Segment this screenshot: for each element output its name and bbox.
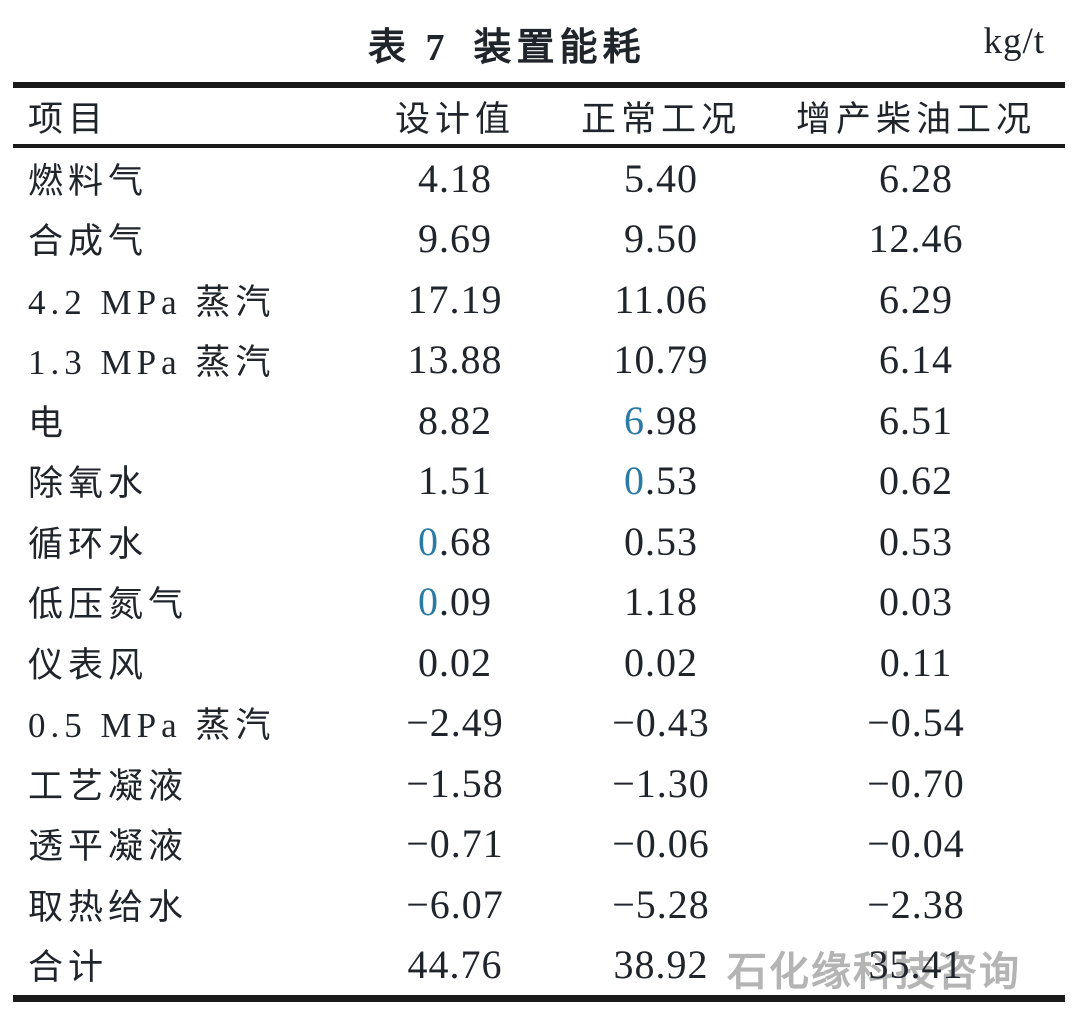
row-value-cell: −0.71 [406,821,504,867]
blue-tinted-digit: 0 [418,579,439,625]
energy-consumption-table: 项目 设计值 正常工况 增产柴油工况 燃料气 4.18 5.40 6.28 合成气 9.6… [13,82,1065,1002]
table-row: 仪表风 0.02 0.02 0.11 [13,632,1065,693]
table-body: 燃料气 4.18 5.40 6.28 合成气 9.69 9.50 12.46 4.2 MPa 蒸… [13,148,1065,995]
row-value-cell: 6.28 [879,155,953,201]
row-item-label: 1.3 MPa 蒸汽 [28,343,276,383]
header-design: 设计值 [394,99,515,139]
row-item-label: 循环水 [28,524,149,564]
row-value-cell: 6.14 [879,337,953,383]
row-value-cell: −2.49 [406,700,504,746]
header-normal: 正常工况 [580,99,741,139]
row-value-cell: −0.70 [867,760,965,806]
row-value-cell: −5.28 [612,881,710,927]
table-row: 1.3 MPa 蒸汽 13.88 10.79 6.14 [13,330,1065,391]
table-row: 合计 44.76 38.92 35.41 [13,935,1065,996]
row-item-label: 0.5 MPa 蒸汽 [28,706,276,746]
row-value-cell: 5.40 [624,155,698,201]
row-value-cell: 10.79 [613,337,709,383]
table-caption-label: 表 7 [368,27,450,69]
table-row: 循环水 0.68 0.53 0.53 [13,511,1065,572]
row-item-label: 合成气 [28,222,149,262]
table-row: 电 8.82 6.98 6.51 [13,390,1065,451]
row-value-cell: −6.07 [406,881,504,927]
blue-tinted-digit: 0 [418,518,439,564]
header-diesel: 增产柴油工况 [795,99,1036,139]
table-caption-title: 装置能耗 [473,27,646,69]
table-row: 合成气 9.69 9.50 12.46 [13,209,1065,270]
table-row: 0.5 MPa 蒸汽 −2.49 −0.43 −0.54 [13,693,1065,754]
header-item: 项目 [28,99,109,139]
row-item-label: 燃料气 [28,161,149,201]
row-value-cell: 1.18 [624,579,698,625]
table-row: 燃料气 4.18 5.40 6.28 [13,148,1065,209]
row-value-cell: 0.02 [624,639,698,685]
row-item-label: 透平凝液 [28,827,189,867]
row-value-cell: 13.88 [407,337,503,383]
row-item-label: 4.2 MPa 蒸汽 [28,282,276,322]
row-value-cell: 44.76 [407,942,503,988]
row-value-cell: 9.50 [624,216,698,262]
row-value-cell: 0.11 [879,639,953,685]
table-row: 透平凝液 −0.71 −0.06 −0.04 [13,814,1065,875]
row-value-cell: −1.58 [406,760,504,806]
table-row: 工艺凝液 −1.58 −1.30 −0.70 [13,753,1065,814]
row-value-cell: −0.06 [612,821,710,867]
row-value-cell: 8.82 [418,397,492,443]
row-value-cell: 0.68 [418,518,492,564]
table-caption: 表 7 装置能耗 [368,16,646,71]
row-value-cell: 6.29 [879,276,953,322]
table-row: 取热给水 −6.07 −5.28 −2.38 [13,874,1065,935]
row-value-cell: −0.04 [867,821,965,867]
row-value-cell: 35.41 [868,942,964,988]
row-value-cell: −0.54 [867,700,965,746]
row-value-cell: 0.62 [879,458,953,504]
row-value-cell: 0.03 [879,579,953,625]
unit-label: kg/t [983,21,1045,62]
row-item-label: 电 [28,403,69,443]
row-value-cell: 38.92 [613,942,709,988]
row-item-label: 取热给水 [28,887,189,927]
row-item-label: 仪表风 [28,645,149,685]
row-value-cell: 9.69 [418,216,492,262]
table-row: 4.2 MPa 蒸汽 17.19 11.06 6.29 [13,269,1065,330]
row-value-cell: 0.53 [879,518,953,564]
row-item-label: 除氧水 [28,464,149,504]
row-item-label: 合计 [28,948,109,988]
row-value-cell: 0.09 [418,579,492,625]
table-header-row: 项目 设计值 正常工况 增产柴油工况 [13,88,1065,148]
row-value-cell: 12.46 [868,216,964,262]
blue-tinted-digit: 0 [624,458,645,504]
row-value-cell: 6.51 [879,397,953,443]
row-value-cell: −2.38 [867,881,965,927]
row-value-cell: 4.18 [418,155,492,201]
row-value-cell: 17.19 [407,276,503,322]
row-item-label: 工艺凝液 [28,766,189,806]
row-value-cell: 6.98 [624,397,698,443]
row-value-cell: 0.53 [624,458,698,504]
table-row: 除氧水 1.51 0.53 0.62 [13,451,1065,512]
row-value-cell: 11.06 [614,276,708,322]
blue-tinted-digit: 6 [624,397,645,443]
row-item-label: 低压氮气 [28,585,189,625]
row-value-cell: −0.43 [612,700,710,746]
row-value-cell: 0.02 [418,639,492,685]
watermark-text: 石化缘科技咨询 [727,949,1021,994]
table-row: 低压氮气 0.09 1.18 0.03 [13,572,1065,633]
row-value-cell: 0.53 [624,518,698,564]
row-value-cell: −1.30 [612,760,710,806]
row-value-cell: 1.51 [418,458,492,504]
